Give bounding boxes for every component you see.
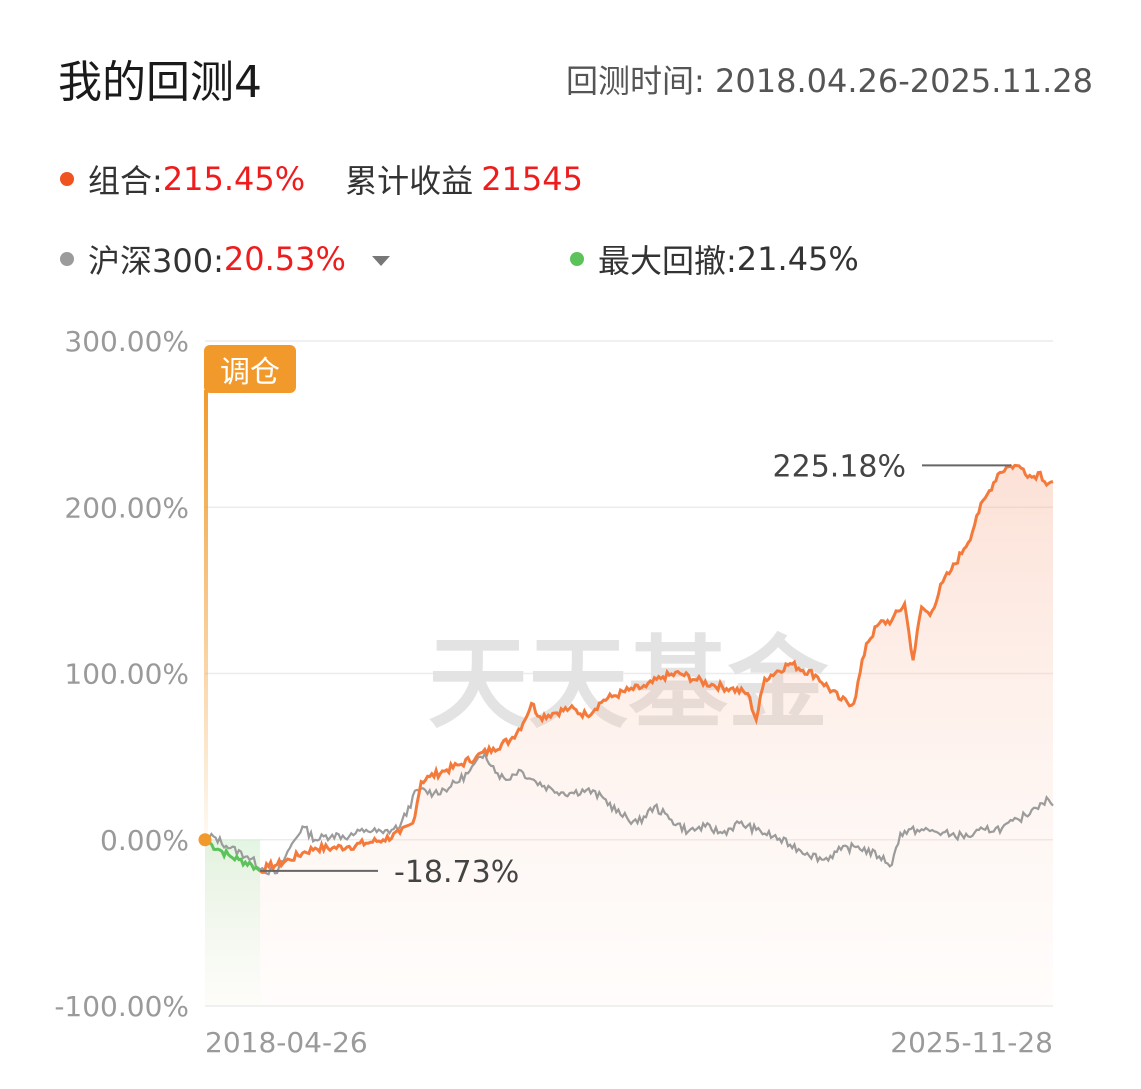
x-axis-labels: 2018-04-26 2025-11-28 bbox=[205, 1026, 1053, 1059]
legend-portfolio-row: 组合: 215.45% 累计收益 21545 bbox=[60, 156, 583, 202]
drawdown-value: 21.45% bbox=[736, 240, 859, 278]
rebalance-marker-line bbox=[204, 390, 208, 840]
y-tick-label: 300.00% bbox=[64, 330, 189, 358]
range-start: 2018.04.26 bbox=[715, 62, 899, 100]
legend-drawdown-row: 最大回撤: 21.45% bbox=[570, 236, 859, 282]
y-tick-label: -100.00% bbox=[54, 990, 189, 1023]
y-tick-label: 200.00% bbox=[64, 491, 189, 524]
drawdown-line bbox=[204, 838, 261, 873]
min-annotation-label: -18.73% bbox=[394, 855, 519, 890]
backtest-chart: 300.00%200.00%100.00%0.00%-100.00% 天天基金 … bbox=[54, 330, 1054, 1059]
cumulative-label: 累计收益 bbox=[345, 162, 474, 200]
portfolio-area bbox=[205, 465, 1053, 1006]
x-tick-end: 2025-11-28 bbox=[890, 1026, 1053, 1059]
rebalance-tag[interactable]: 调仓 bbox=[204, 345, 296, 393]
range-label: 回测时间: bbox=[566, 62, 705, 100]
range-end: 2025.11.28 bbox=[909, 62, 1093, 100]
benchmark-line bbox=[204, 750, 1054, 876]
range-separator: - bbox=[898, 62, 910, 100]
x-tick-start: 2018-04-26 bbox=[205, 1026, 368, 1059]
y-axis-labels: 300.00% 200.00% 100.00% 0.00% -100.00% bbox=[54, 330, 189, 1023]
portfolio-line bbox=[259, 463, 1054, 874]
legend-benchmark-row[interactable]: 沪深300: 20.53% bbox=[60, 236, 390, 282]
page-title: 我的回测4 bbox=[58, 57, 262, 108]
portfolio-label: 组合: bbox=[88, 162, 163, 200]
drawdown-band bbox=[205, 839, 261, 1006]
y-tick-label: 100.00% bbox=[64, 658, 189, 691]
benchmark-value: 20.53% bbox=[223, 240, 346, 278]
portfolio-dot-icon bbox=[60, 172, 74, 186]
benchmark-label: 沪深300: bbox=[88, 242, 224, 280]
drawdown-dot-icon bbox=[570, 252, 584, 266]
drawdown-label: 最大回撤: bbox=[598, 242, 737, 280]
chevron-down-icon[interactable] bbox=[371, 256, 390, 266]
max-annotation-label: 225.18% bbox=[773, 449, 906, 484]
cumulative-value: 21545 bbox=[481, 160, 583, 198]
y-tick-label: 0.00% bbox=[100, 824, 189, 857]
benchmark-dot-icon bbox=[60, 252, 74, 266]
portfolio-value: 215.45% bbox=[162, 160, 306, 198]
backtest-range: 回测时间: 2018.04.26-2025.11.28 bbox=[566, 56, 1093, 102]
rebalance-point[interactable] bbox=[198, 833, 212, 847]
